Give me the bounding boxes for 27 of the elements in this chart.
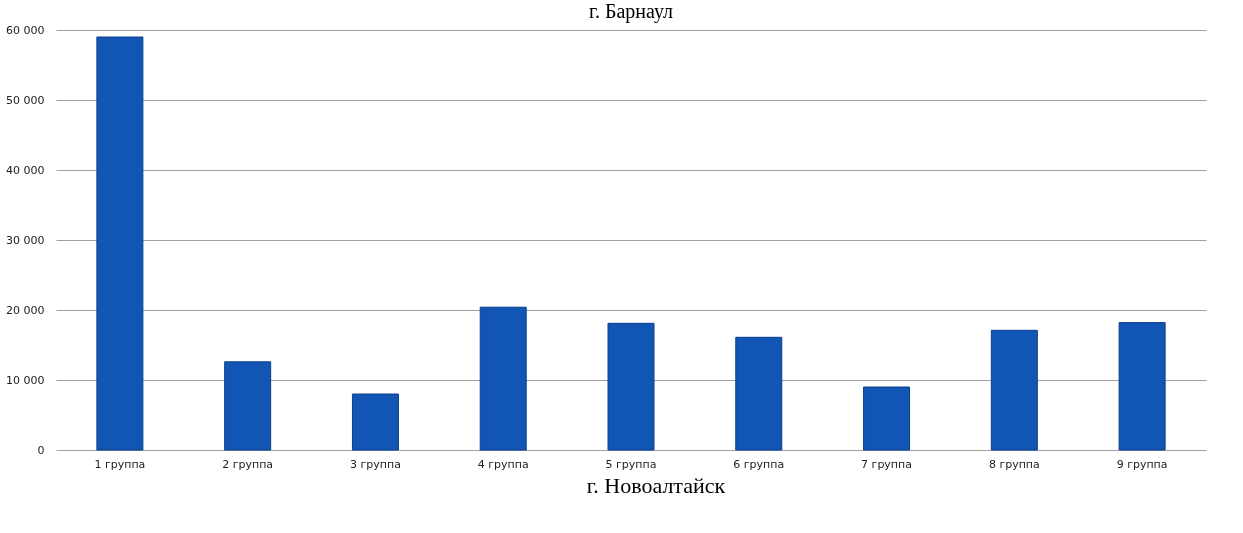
y-tick-label: 50 000 <box>6 93 45 107</box>
y-tick-label: 40 000 <box>6 163 45 177</box>
bar <box>607 322 655 451</box>
x-tick-label: 1 группа <box>94 457 146 471</box>
x-tick-label: 9 группа <box>1116 457 1168 471</box>
chart-title: г. Барнаул <box>589 0 673 23</box>
bar <box>351 393 399 451</box>
bar <box>224 361 272 451</box>
x-tick-label: 2 группа <box>222 457 274 471</box>
x-tick-label: 7 группа <box>861 457 913 471</box>
bar <box>96 36 144 451</box>
x-tick-label: 3 группа <box>349 457 401 471</box>
y-tick-label: 30 000 <box>6 233 45 247</box>
text: г. Новоалтайск <box>586 473 726 498</box>
x-tick-label: 5 группа <box>605 457 657 471</box>
x-tick-label: 8 группа <box>988 457 1040 471</box>
y-tick-label: 0 <box>37 443 45 457</box>
bar <box>735 336 783 451</box>
x-tick-label: 6 группа <box>733 457 785 471</box>
y-tick-label: 10 000 <box>6 373 45 387</box>
y-tick-label: 60 000 <box>6 23 45 37</box>
bar <box>990 329 1038 451</box>
bar <box>863 386 911 451</box>
bar <box>1118 322 1166 451</box>
bar <box>479 306 527 451</box>
y-tick-label: 20 000 <box>6 303 45 317</box>
x-tick-label: 4 группа <box>477 457 529 471</box>
